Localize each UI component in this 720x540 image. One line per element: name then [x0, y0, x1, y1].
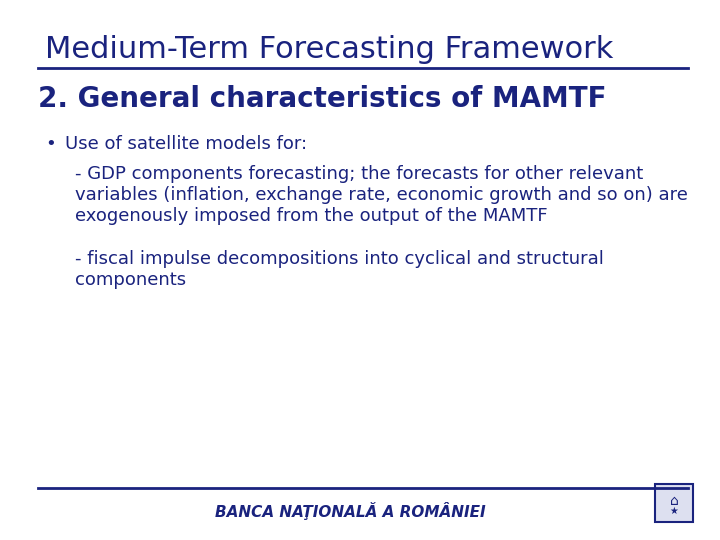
Text: ⌂: ⌂	[670, 494, 678, 508]
Text: exogenously imposed from the output of the MAMTF: exogenously imposed from the output of t…	[75, 207, 548, 225]
Text: - fiscal impulse decompositions into cyclical and structural: - fiscal impulse decompositions into cyc…	[75, 250, 604, 268]
Text: Medium-Term Forecasting Framework: Medium-Term Forecasting Framework	[45, 35, 613, 64]
Text: •: •	[45, 135, 55, 153]
Text: components: components	[75, 271, 186, 289]
Text: BANCA NAŢIONALĂ A ROMÂNIEI: BANCA NAŢIONALĂ A ROMÂNIEI	[215, 502, 485, 520]
Text: - GDP components forecasting; the forecasts for other relevant: - GDP components forecasting; the foreca…	[75, 165, 643, 183]
Text: 2. General characteristics of MAMTF: 2. General characteristics of MAMTF	[38, 85, 606, 113]
FancyBboxPatch shape	[655, 484, 693, 522]
Text: ★: ★	[670, 506, 678, 516]
Text: Use of satellite models for:: Use of satellite models for:	[65, 135, 307, 153]
Text: variables (inflation, exchange rate, economic growth and so on) are: variables (inflation, exchange rate, eco…	[75, 186, 688, 204]
